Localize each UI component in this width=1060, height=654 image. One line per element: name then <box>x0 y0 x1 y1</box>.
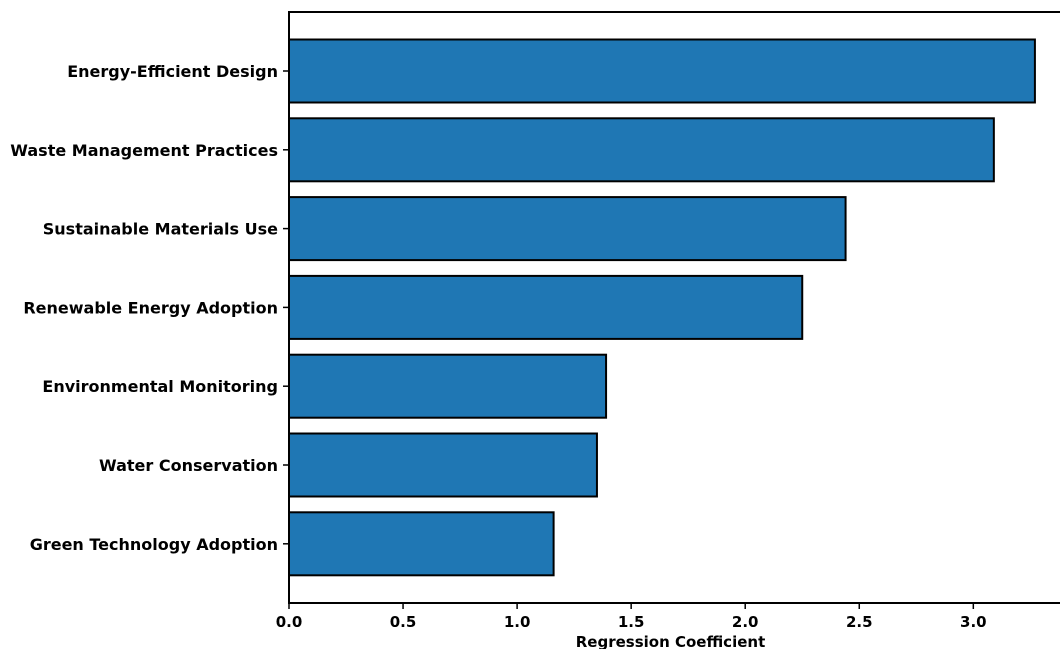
category-label: Environmental Monitoring <box>42 377 278 396</box>
bar-sustainable-materials-use <box>288 196 847 262</box>
bar-energy-efficient-design <box>288 38 1036 104</box>
x-tick-label: 0.0 <box>276 613 303 631</box>
bar-renewable-energy-adoption <box>288 274 804 340</box>
bar-water-conservation <box>288 432 598 498</box>
bar-green-technology-adoption <box>288 511 555 577</box>
axes-frame <box>288 11 1060 604</box>
category-label: Green Technology Adoption <box>30 535 278 554</box>
category-label: Waste Management Practices <box>10 141 278 160</box>
x-tick-label: 1.5 <box>618 613 645 631</box>
x-ticks-group: 0.0 0.5 1.0 1.5 2.0 2.5 3.0 <box>276 603 987 631</box>
category-labels-group: Energy-Efficient Design Waste Management … <box>10 62 289 554</box>
bars-group <box>288 38 1036 577</box>
x-tick-label: 0.5 <box>390 613 417 631</box>
x-tick-label: 3.0 <box>960 613 987 631</box>
x-tick-label: 2.5 <box>846 613 873 631</box>
bar-environmental-monitoring <box>288 353 608 419</box>
x-tick-label: 1.0 <box>504 613 531 631</box>
category-label: Energy-Efficient Design <box>67 62 278 81</box>
bar-waste-management-practices <box>288 117 995 183</box>
category-label: Sustainable Materials Use <box>43 220 278 239</box>
x-tick-label: 2.0 <box>732 613 759 631</box>
category-label: Water Conservation <box>99 456 278 475</box>
category-label: Renewable Energy Adoption <box>23 298 278 317</box>
x-axis-label: Regression Coefficient <box>576 633 766 649</box>
